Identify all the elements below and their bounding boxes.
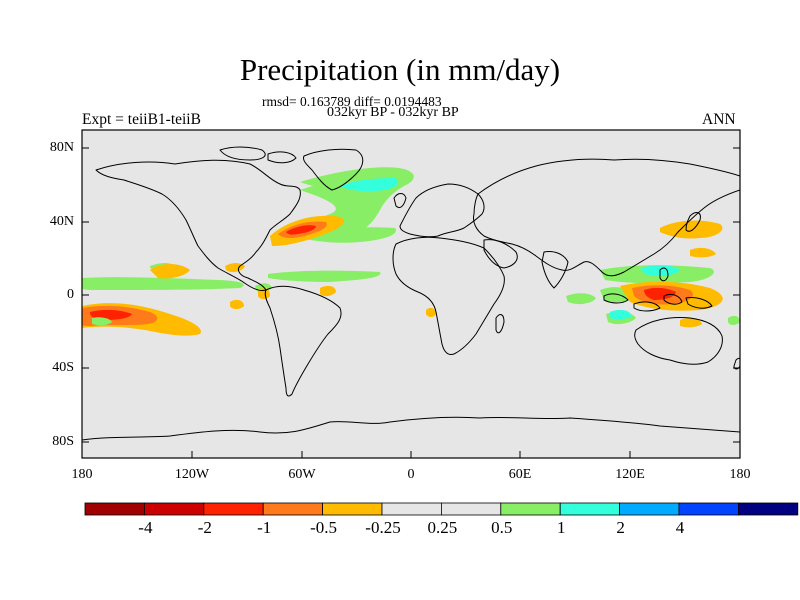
lon-label-120w: 120W [174, 467, 210, 482]
europe-coastline [399, 183, 485, 238]
south-america-coastline [264, 285, 342, 397]
lat-label-80n: 80N [49, 140, 74, 155]
season-label: ANN [702, 111, 736, 128]
australia-negative-region [680, 317, 702, 328]
colorbar-swatch [738, 502, 799, 516]
colorbar-swatch [322, 502, 383, 516]
north-atlantic-cyan-region [340, 178, 399, 192]
japan-coastline [685, 212, 701, 232]
colorbar-swatch [262, 502, 324, 516]
stats-label: rmsd= 0.163789 diff= 0.0194483 [262, 94, 442, 109]
coastlines [82, 146, 740, 441]
lon-label-180e: 180 [729, 467, 751, 482]
arabia-coastline [483, 239, 518, 269]
colorbar [84, 502, 799, 516]
colorbar-label: -2 [197, 518, 212, 537]
colorbar-swatch [678, 502, 739, 516]
lat-label-80s: 80S [52, 434, 74, 449]
colorbar-swatch [84, 502, 145, 516]
philippines-coastline [659, 267, 669, 282]
west-pacific-negative-region [690, 247, 716, 258]
colorbar-label: -0.25 [365, 518, 401, 537]
colorbar-label: 4 [675, 518, 685, 537]
colorbar-swatch [559, 502, 621, 516]
colorbar-label: 2 [616, 518, 625, 537]
colorbar-swatch [500, 502, 561, 516]
greenland-coastline [303, 148, 364, 191]
lon-label-180w: 180 [71, 467, 93, 482]
colorbar-swatch [143, 502, 205, 516]
central-american-negative-region [225, 263, 245, 273]
lon-label-60w: 60W [288, 467, 316, 482]
gulf-stream-negative-core [286, 225, 316, 235]
south-america-negative-region [320, 285, 336, 297]
lon-label-60e: 60E [508, 467, 532, 482]
indonesia-cyan-region [610, 309, 632, 320]
antarctica-coastline [82, 416, 740, 441]
colorbar-label: -1 [257, 518, 272, 537]
north-america-coastline [95, 159, 301, 291]
colorbar-swatch [381, 502, 442, 516]
anomaly-contours [82, 167, 740, 336]
british-isles-coastline [393, 193, 407, 209]
indonesia-coastline [603, 293, 713, 312]
atlantic-itcz-positive-band [268, 270, 381, 282]
colorbar-label: 0.5 [491, 518, 513, 537]
south-pacific-positive-region [92, 317, 112, 326]
lat-label-40s: 40S [52, 360, 74, 375]
south-west-pacific-positive-region [728, 315, 740, 325]
latitude-ticks [82, 147, 740, 443]
maritime-continent-negative-core [644, 287, 676, 300]
colorbar-label: -4 [138, 518, 153, 537]
figure-title: Precipitation (in mm/day) [239, 52, 561, 87]
colorbar-swatch [619, 502, 680, 516]
lat-label-0: 0 [67, 287, 74, 302]
east-pacific-negative-region [150, 264, 190, 279]
tropical-pacific-positive-band [82, 277, 244, 290]
colorbar-label: 1 [556, 518, 566, 537]
indian-ocean-positive-region [566, 293, 596, 305]
madagascar-coastline [495, 314, 505, 334]
north-atlantic-band-west [300, 167, 412, 188]
longitude-ticks [81, 451, 741, 458]
colorbar-label: -0.5 [310, 518, 338, 537]
australia-coastline [634, 317, 723, 365]
arctic-islands-coastline [219, 146, 297, 164]
northwest-pacific-negative-region [660, 220, 723, 239]
tropical-atlantic-negative-region [230, 299, 244, 309]
asia-coastline [473, 158, 740, 277]
lon-label-120e: 120E [615, 467, 645, 482]
india-coastline [541, 251, 569, 289]
lat-label-40n: 40N [49, 214, 74, 229]
experiment-label: Expt = teiiB1-teiiB [82, 111, 201, 128]
lon-label-0: 0 [407, 467, 415, 482]
africa-coastline [392, 236, 505, 355]
period-label: 032kyr BP - 032kyr BP [327, 105, 459, 120]
africa-negative-region [426, 307, 436, 317]
colorbar-label: 0.25 [427, 518, 458, 537]
colorbar-swatch [203, 502, 264, 516]
colorbar-swatch [440, 502, 502, 516]
